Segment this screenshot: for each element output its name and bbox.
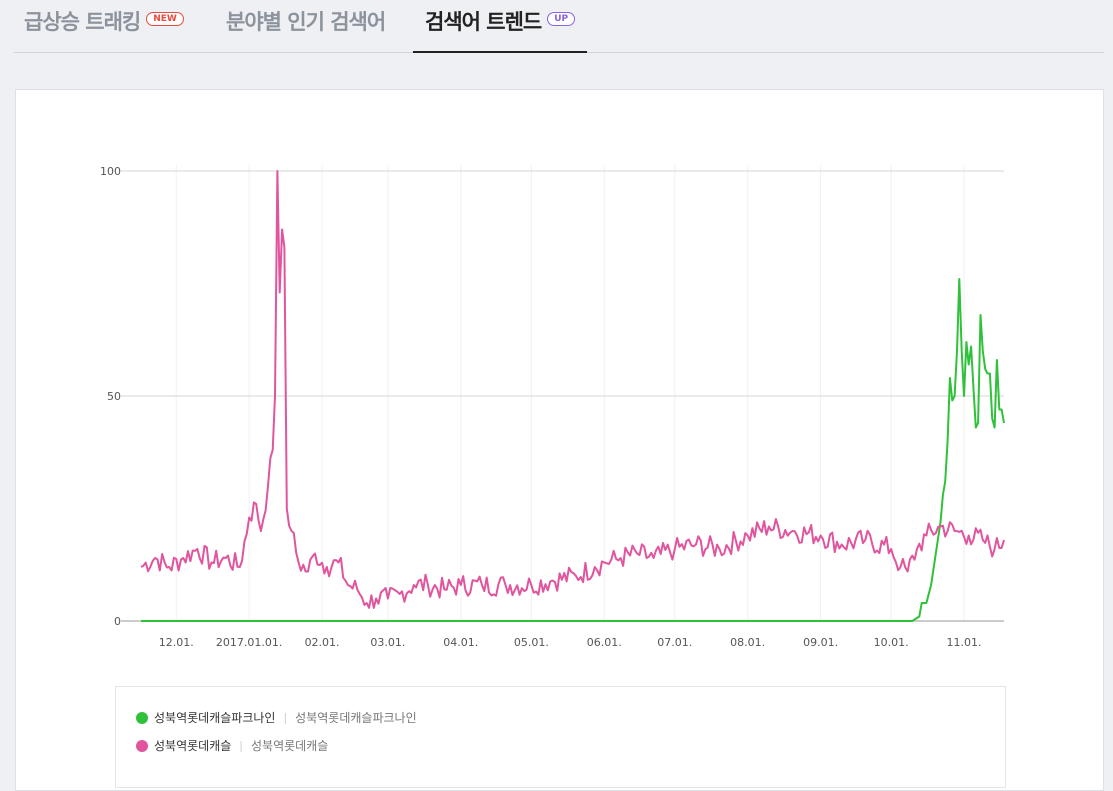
trend-line-chart: 0 50 100 12.01. 2017.01.01. 02.01. 03.01. 04.01… [100, 165, 1005, 649]
legend-item[interactable]: 성북역롯데캐슬 | 성북역롯데캐슬 [136, 737, 328, 754]
x-tick-label: 03.01. [370, 636, 405, 649]
up-badge: UP [547, 12, 576, 26]
legend-keyword: 성북역롯데캐슬파크나인 [154, 711, 276, 725]
x-tick-label: 11.01. [947, 636, 982, 649]
series-line [140, 170, 1005, 609]
legend-item[interactable]: 성북역롯데캐슬파크나인 | 성북역롯데캐슬파크나인 [136, 709, 417, 726]
y-tick-label: 50 [107, 390, 121, 403]
x-tick-label: 2017.01.01. [216, 636, 282, 649]
legend-keyword-detail: 성북역롯데캐슬파크나인 [295, 711, 417, 725]
x-tick-label: 04.01. [443, 636, 478, 649]
y-tick-label: 100 [100, 165, 121, 178]
tab-search-trend[interactable]: 검색어 트렌드 UP [412, 6, 588, 53]
x-tick-label: 08.01. [730, 636, 765, 649]
trend-tab-bar: 급상승 트래킹 NEW 분야별 인기 검색어 검색어 트렌드 UP [14, 0, 1104, 53]
legend-keyword-detail: 성북역롯데캐슬 [251, 739, 329, 753]
x-tick-label: 05.01. [514, 636, 549, 649]
x-tick-label: 12.01. [159, 636, 194, 649]
x-tick-label: 02.01. [305, 636, 340, 649]
x-tick-label: 06.01. [587, 636, 622, 649]
x-tick-label: 09.01. [803, 636, 838, 649]
tab-rising-tracking[interactable]: 급상승 트래킹 NEW [24, 6, 184, 52]
tab-label: 검색어 트렌드 [425, 10, 542, 34]
new-badge: NEW [146, 12, 184, 26]
x-tick-label: 10.01. [874, 636, 909, 649]
y-tick-label: 0 [114, 615, 121, 628]
tab-label: 분야별 인기 검색어 [226, 10, 386, 34]
legend-keyword: 성북역롯데캐슬 [154, 739, 232, 753]
legend-dot-pink-icon [136, 739, 148, 752]
series-line [141, 278, 1005, 622]
tab-label: 급상승 트래킹 [24, 10, 141, 34]
chart-legend: 성북역롯데캐슬파크나인 | 성북역롯데캐슬파크나인 성북역롯데캐슬 | 성북역롯… [115, 686, 1006, 788]
legend-divider: | [283, 711, 288, 724]
x-tick-label: 07.01. [657, 636, 692, 649]
legend-divider: | [239, 739, 243, 752]
tab-popular-keywords[interactable]: 분야별 인기 검색어 [226, 6, 386, 52]
legend-dot-green-icon [136, 711, 148, 724]
trend-chart-panel: 0 50 100 12.01. 2017.01.01. 02.01. 03.01. 04.01… [15, 89, 1104, 791]
